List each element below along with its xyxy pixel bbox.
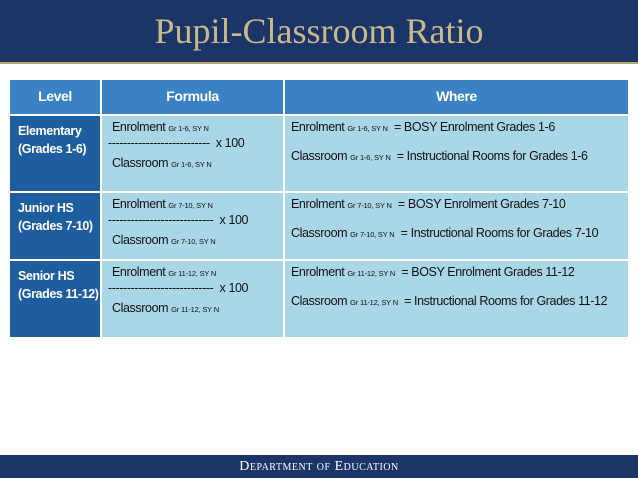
text-line: Enrolment Gr 1-6, SY N xyxy=(112,120,209,134)
where-definition: = BOSY Enrolment Grades 11-12 xyxy=(401,265,575,279)
text-line: Classroom Gr 7-10, SY N = Instructional R… xyxy=(291,226,599,240)
numerator-sub: Gr 7-10, SY N xyxy=(168,201,213,210)
footer-band: Department of Education xyxy=(0,455,638,478)
where-cell: Enrolment Gr 7-10, SY N = BOSY Enrolment … xyxy=(285,193,628,259)
text-line: Classroom Gr 7-10, SY N xyxy=(112,233,216,247)
text-line: Enrolment Gr 7-10, SY N xyxy=(112,197,213,211)
level-line: (Grades 11-12) xyxy=(18,285,100,303)
where-term: Enrolment xyxy=(291,197,345,211)
numerator: Enrolment xyxy=(112,265,166,279)
level-text: Senior HS xyxy=(18,269,75,283)
column-header: Formula xyxy=(102,80,283,114)
denominator: Classroom xyxy=(112,301,169,315)
where-sub: Gr 11-12, SY N xyxy=(350,298,398,307)
multiplier: x 100 xyxy=(219,213,249,227)
where-definition: = Instructional Rooms for Grades 7-10 xyxy=(400,226,599,240)
level-text: Elementary xyxy=(18,124,82,138)
level-cell: Senior HS (Grades 11-12) xyxy=(10,261,100,337)
where-sub: Gr 1-6, SY N xyxy=(350,153,391,162)
text-line: Enrolment Gr 11-12, SY N = BOSY Enrolment… xyxy=(291,265,575,279)
level-line: Senior HS xyxy=(18,267,100,285)
where-term: Classroom xyxy=(291,226,348,240)
slide-title: Pupil-Classroom Ratio xyxy=(154,11,484,51)
where-definition: = Instructional Rooms for Grades 11-12 xyxy=(404,294,608,308)
multiplier: x 100 xyxy=(219,281,249,295)
where-term: Classroom xyxy=(291,294,348,308)
level-line: (Grades 7-10) xyxy=(18,217,100,235)
text-line: Enrolment Gr 1-6, SY N = BOSY Enrolment G… xyxy=(291,120,555,134)
text-line: Enrolment Gr 11-12, SY N xyxy=(112,265,216,279)
numerator-sub: Gr 11-12, SY N xyxy=(168,269,217,278)
where-definition: = BOSY Enrolment Grades 1-6 xyxy=(393,120,555,134)
numerator: Enrolment xyxy=(112,197,166,211)
fraction-rule: --------------------------- xyxy=(108,136,210,150)
text-line: Classroom Gr 1-6, SY N = Instructional Ro… xyxy=(291,149,588,163)
numerator: Enrolment xyxy=(112,120,166,134)
formula-cell: Enrolment Gr 7-10, SY N ------------------… xyxy=(102,193,283,259)
where-definition: = Instructional Rooms for Grades 1-6 xyxy=(396,149,588,163)
footer-text: Department of Education xyxy=(239,459,399,474)
level-text: (Grades 11-12) xyxy=(18,287,99,301)
numerator-sub: Gr 1-6, SY N xyxy=(168,124,209,133)
text-line: ---------------------------- x 100 xyxy=(108,213,249,227)
level-cell: Junior HS (Grades 7-10) xyxy=(10,193,100,259)
text-line: Classroom Gr 1-6, SY N xyxy=(112,156,212,170)
denominator: Classroom xyxy=(112,233,169,247)
where-sub: Gr 11-12, SY N xyxy=(347,269,396,278)
column-header: Where xyxy=(285,80,628,114)
text-line: ---------------------------- x 100 xyxy=(108,281,249,295)
where-definition: = BOSY Enrolment Grades 7-10 xyxy=(397,197,566,211)
column-header: Level xyxy=(10,80,100,114)
where-cell: Enrolment Gr 1-6, SY N = BOSY Enrolment G… xyxy=(285,116,628,191)
where-sub: Gr 1-6, SY N xyxy=(347,124,388,133)
level-line: Elementary xyxy=(18,122,100,140)
header-text: Level xyxy=(38,88,72,104)
text-line: Classroom Gr 11-12, SY N = Instructional … xyxy=(291,294,608,308)
header-text: Formula xyxy=(166,88,219,104)
denominator: Classroom xyxy=(112,156,169,170)
level-text: (Grades 1-6) xyxy=(18,142,87,156)
text-line: Enrolment Gr 7-10, SY N = BOSY Enrolment … xyxy=(291,197,566,211)
formula-cell: Enrolment Gr 11-12, SY N -----------------… xyxy=(102,261,283,337)
denominator-sub: Gr 7-10, SY N xyxy=(171,237,216,246)
fraction-rule: ---------------------------- xyxy=(108,281,214,295)
where-sub: Gr 7-10, SY N xyxy=(347,201,392,210)
where-cell: Enrolment Gr 11-12, SY N = BOSY Enrolment… xyxy=(285,261,628,337)
where-term: Enrolment xyxy=(291,265,345,279)
where-sub: Gr 7-10, SY N xyxy=(350,230,395,239)
text-line: Classroom Gr 11-12, SY N xyxy=(112,301,219,315)
where-term: Classroom xyxy=(291,149,348,163)
level-line: (Grades 1-6) xyxy=(18,140,100,158)
level-cell: Elementary (Grades 1-6) xyxy=(10,116,100,191)
denominator-sub: Gr 1-6, SY N xyxy=(171,160,212,169)
formula-cell: Enrolment Gr 1-6, SY N -------------------… xyxy=(102,116,283,191)
where-term: Enrolment xyxy=(291,120,345,134)
header-text: Where xyxy=(436,88,477,104)
title-band xyxy=(0,0,638,64)
fraction-rule: ---------------------------- xyxy=(108,213,214,227)
multiplier: x 100 xyxy=(215,136,245,150)
text-line: --------------------------- x 100 xyxy=(108,136,245,150)
level-text: Junior HS xyxy=(18,201,74,215)
level-line: Junior HS xyxy=(18,199,100,217)
denominator-sub: Gr 11-12, SY N xyxy=(171,305,219,314)
level-text: (Grades 7-10) xyxy=(18,219,93,233)
